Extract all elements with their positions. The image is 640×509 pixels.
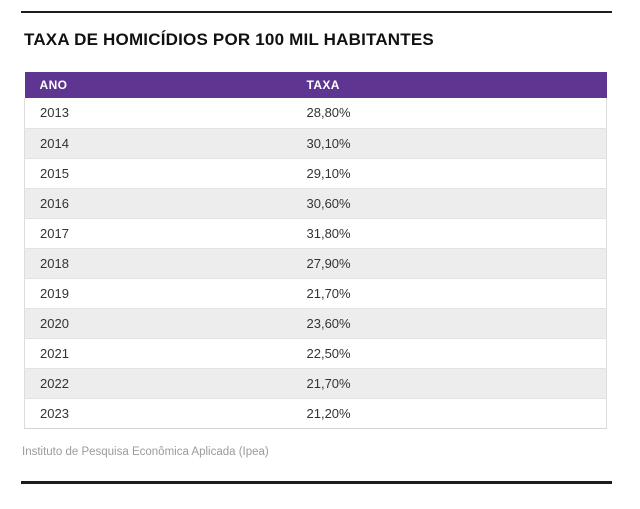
cell-year: 2020 bbox=[24, 308, 292, 339]
column-header-taxa: TAXA bbox=[291, 72, 607, 98]
cell-year: 2013 bbox=[24, 98, 292, 129]
table-body: 2013 28,80% 2014 30,10% 2015 29,10% 2016… bbox=[24, 98, 607, 429]
table-row: 2023 21,20% bbox=[24, 398, 607, 429]
table-row: 2015 29,10% bbox=[24, 158, 607, 189]
cell-year: 2014 bbox=[24, 128, 292, 159]
cell-year: 2023 bbox=[24, 398, 292, 429]
cell-rate: 21,70% bbox=[291, 368, 607, 399]
cell-rate: 29,10% bbox=[291, 158, 607, 189]
table-row: 2016 30,60% bbox=[24, 188, 607, 219]
cell-year: 2021 bbox=[24, 338, 292, 369]
table-row: 2021 22,50% bbox=[24, 338, 607, 369]
source-attribution: Instituto de Pesquisa Econômica Aplicada… bbox=[22, 446, 269, 458]
top-divider-rule bbox=[21, 11, 612, 13]
cell-year: 2017 bbox=[24, 218, 292, 249]
cell-rate: 30,60% bbox=[291, 188, 607, 219]
column-header-ano: ANO bbox=[24, 72, 292, 98]
cell-rate: 27,90% bbox=[291, 248, 607, 279]
cell-rate: 31,80% bbox=[291, 218, 607, 249]
cell-year: 2016 bbox=[24, 188, 292, 219]
cell-year: 2015 bbox=[24, 158, 292, 189]
table-row: 2013 28,80% bbox=[24, 98, 607, 129]
homicide-rate-table: ANO TAXA 2013 28,80% 2014 30,10% 2015 29… bbox=[24, 72, 607, 429]
cell-rate: 28,80% bbox=[291, 98, 607, 129]
cell-rate: 23,60% bbox=[291, 308, 607, 339]
cell-rate: 22,50% bbox=[291, 338, 607, 369]
table-header: ANO TAXA bbox=[24, 72, 607, 98]
table-header-row: ANO TAXA bbox=[24, 72, 607, 98]
cell-year: 2022 bbox=[24, 368, 292, 399]
cell-rate: 21,20% bbox=[291, 398, 607, 429]
cell-year: 2019 bbox=[24, 278, 292, 309]
bottom-divider-rule bbox=[21, 481, 612, 484]
table-row: 2020 23,60% bbox=[24, 308, 607, 339]
table-row: 2018 27,90% bbox=[24, 248, 607, 279]
table-row: 2017 31,80% bbox=[24, 218, 607, 249]
table-row: 2014 30,10% bbox=[24, 128, 607, 159]
cell-rate: 21,70% bbox=[291, 278, 607, 309]
table-row: 2019 21,70% bbox=[24, 278, 607, 309]
cell-rate: 30,10% bbox=[291, 128, 607, 159]
page-title: TAXA DE HOMICÍDIOS POR 100 MIL HABITANTE… bbox=[24, 30, 434, 49]
cell-year: 2018 bbox=[24, 248, 292, 279]
table-row: 2022 21,70% bbox=[24, 368, 607, 399]
